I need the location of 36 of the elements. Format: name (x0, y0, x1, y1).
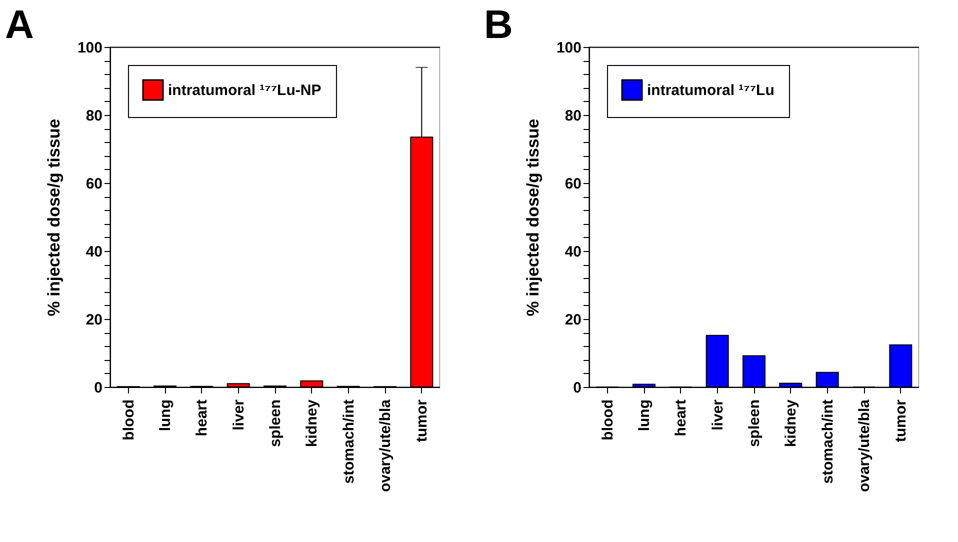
y-tick-label: 0 (573, 380, 582, 396)
x-tick-label: stomach/int (340, 400, 358, 484)
x-tick-label: heart (194, 400, 211, 436)
x-tick-label: blood (599, 400, 616, 440)
x-tick-label: liver (230, 399, 248, 430)
x-tick-label: blood (120, 400, 138, 440)
y-tick-label: 100 (556, 40, 582, 56)
y-tick-label: 80 (564, 108, 582, 124)
y-tick-label: 40 (86, 244, 102, 260)
x-tick-label: ovary/ute/bla (856, 398, 873, 492)
y-tick-label: 40 (564, 244, 582, 260)
y-tick-label: 20 (564, 312, 582, 328)
y-tick-label: 80 (86, 108, 102, 124)
legend-label: intratumoral ¹⁷⁷Lu-NP (168, 82, 322, 99)
y-tick-label: 60 (564, 176, 582, 192)
x-tick-label: spleen (267, 400, 284, 448)
x-tick-label: heart (672, 400, 690, 436)
x-tick-label: tumor (414, 399, 431, 442)
x-tick-label: spleen (746, 400, 763, 448)
x-tick-label: ovary/ute/bla (377, 398, 394, 492)
x-tick-label: kidney (782, 398, 800, 448)
chart-title: B (484, 3, 513, 47)
y-tick-label: 100 (77, 40, 102, 56)
chart-title: A (4, 3, 34, 47)
x-tick-label: liver (709, 399, 726, 430)
y-axis-title: % injected dose/g tissue (44, 118, 64, 316)
x-tick-label: lung (636, 400, 653, 432)
x-tick-label: stomach/int (819, 400, 836, 484)
x-tick-label: tumor (892, 399, 910, 442)
x-tick-label: kidney (304, 398, 321, 448)
y-tick-label: 0 (94, 380, 102, 396)
y-tick-label: 20 (86, 312, 102, 328)
legend-label: intratumoral ¹⁷⁷Lu (647, 82, 774, 99)
y-tick-label: 60 (86, 176, 102, 192)
y-axis-title: % injected dose/g tissue (523, 118, 542, 316)
x-tick-label: lung (157, 400, 174, 432)
